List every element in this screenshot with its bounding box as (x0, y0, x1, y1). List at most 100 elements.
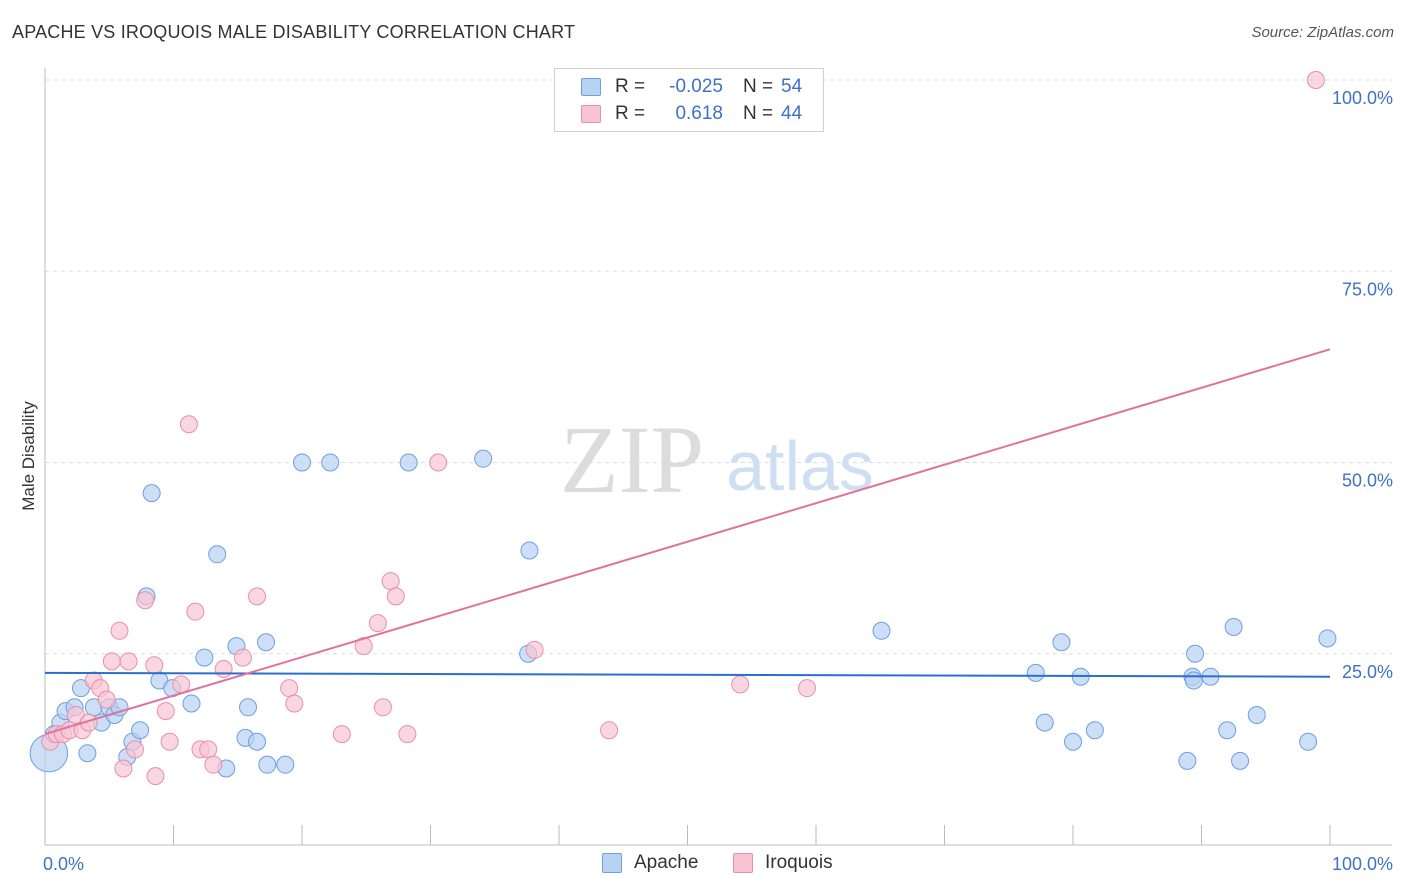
iroquois-point[interactable] (172, 675, 191, 694)
iroquois-point[interactable] (136, 591, 155, 610)
apache-point[interactable] (182, 694, 201, 713)
apache-point[interactable] (208, 545, 227, 564)
apache-point[interactable] (1026, 663, 1045, 682)
iroquois-point[interactable] (199, 740, 218, 759)
iroquois-point[interactable] (398, 725, 417, 744)
iroquois-point[interactable] (179, 415, 198, 434)
iroquois-swatch (581, 105, 601, 123)
iroquois-point[interactable] (285, 694, 304, 713)
stats-legend: R = -0.025 N = 54 R = 0.618 N = 44 (554, 68, 824, 132)
apache-point[interactable] (1178, 751, 1197, 770)
trend-lines (44, 348, 1331, 736)
series-legend: Apache Iroquois (0, 850, 1406, 880)
apache-point[interactable] (1318, 629, 1337, 648)
iroquois-point[interactable] (119, 652, 138, 671)
iroquois-point[interactable] (798, 679, 817, 698)
iroquois-point[interactable] (600, 721, 619, 740)
iroquois-point[interactable] (102, 652, 121, 671)
iroquois-points (41, 71, 1325, 786)
r-value: -0.025 (669, 76, 723, 97)
apache-point[interactable] (78, 744, 97, 763)
apache-point[interactable] (1184, 671, 1203, 690)
iroquois-point[interactable] (373, 698, 392, 717)
iroquois-point[interactable] (354, 637, 373, 656)
apache-point[interactable] (1224, 617, 1243, 636)
apache-point[interactable] (239, 698, 258, 717)
y-tick-label: 25.0% (1342, 662, 1393, 682)
iroquois-point[interactable] (97, 690, 116, 709)
iroquois-point[interactable] (145, 656, 164, 675)
apache-point[interactable] (1218, 721, 1237, 740)
watermark-zip: ZIP (560, 406, 704, 513)
iroquois-point[interactable] (248, 587, 267, 606)
iroquois-point[interactable] (160, 732, 179, 751)
apache-point[interactable] (1085, 721, 1104, 740)
y-tick-label: 75.0% (1342, 279, 1393, 299)
iroquois-point[interactable] (525, 640, 544, 659)
legend-item-apache[interactable]: Apache (602, 852, 698, 874)
watermark-atlas: atlas (726, 427, 874, 505)
apache-point[interactable] (474, 449, 493, 468)
y-tick-label: 100.0% (1332, 88, 1393, 108)
iroquois-point[interactable] (110, 621, 129, 640)
apache-point[interactable] (258, 755, 277, 774)
r-label: R = (615, 76, 646, 97)
iroquois-point[interactable] (156, 702, 175, 721)
r-value: 0.618 (675, 103, 723, 124)
n-label: N = (743, 76, 774, 97)
iroquois-point[interactable] (731, 675, 750, 694)
iroquois-point[interactable] (214, 660, 233, 679)
iroquois-point[interactable] (429, 453, 448, 472)
iroquois-legend-label: Iroquois (765, 852, 833, 873)
iroquois-point[interactable] (332, 725, 351, 744)
apache-trend-line (44, 671, 1331, 678)
source-label: Source: ZipAtlas.com (1251, 24, 1394, 41)
apache-point[interactable] (257, 633, 276, 652)
iroquois-point[interactable] (204, 755, 223, 774)
apache-point[interactable] (1231, 751, 1250, 770)
apache-point[interactable] (131, 721, 150, 740)
iroquois-point[interactable] (1306, 71, 1325, 89)
iroquois-point[interactable] (146, 767, 165, 786)
y-tick-label: 50.0% (1342, 471, 1393, 491)
apache-point[interactable] (276, 755, 295, 774)
n-value: 54 (781, 76, 803, 97)
grid-lines (45, 79, 1392, 655)
y-axis-label: Male Disability (19, 401, 38, 511)
legend-item-iroquois[interactable]: Iroquois (733, 852, 833, 874)
watermark: ZIP atlas (560, 406, 874, 513)
iroquois-point[interactable] (386, 587, 405, 606)
legend-row-apache: R = -0.025 N = 54 (581, 74, 802, 100)
iroquois-point[interactable] (280, 679, 299, 698)
apache-point[interactable] (293, 453, 311, 472)
apache-point[interactable] (142, 484, 161, 503)
apache-point[interactable] (1064, 732, 1082, 751)
x-tick-label: 100.0% (1332, 854, 1393, 874)
apache-point[interactable] (1035, 713, 1054, 732)
apache-point[interactable] (248, 732, 267, 751)
iroquois-point[interactable] (368, 614, 387, 633)
apache-point[interactable] (520, 541, 539, 560)
iroquois-point[interactable] (125, 740, 144, 759)
y-tick-labels: 25.0% 50.0% 75.0% 100.0% (1332, 88, 1393, 682)
apache-swatch (581, 78, 601, 96)
apache-point[interactable] (872, 621, 891, 640)
chart-title: APACHE VS IROQUOIS MALE DISABILITY CORRE… (12, 22, 576, 42)
r-label: R = (615, 103, 646, 124)
apache-legend-swatch (602, 853, 622, 873)
x-tick-label: 0.0% (43, 854, 84, 874)
apache-point[interactable] (1299, 732, 1318, 751)
iroquois-point[interactable] (233, 648, 252, 667)
apache-point[interactable] (399, 453, 418, 472)
legend-row-iroquois: R = 0.618 N = 44 (581, 101, 802, 127)
apache-point[interactable] (1052, 633, 1071, 652)
apache-point[interactable] (1186, 644, 1205, 663)
apache-point[interactable] (321, 453, 340, 472)
iroquois-point[interactable] (381, 572, 400, 591)
apache-point[interactable] (1247, 705, 1266, 724)
apache-point[interactable] (195, 648, 214, 667)
x-tick-labels: 0.0% 100.0% (43, 854, 1393, 874)
iroquois-point[interactable] (114, 759, 133, 778)
iroquois-point[interactable] (186, 602, 205, 621)
